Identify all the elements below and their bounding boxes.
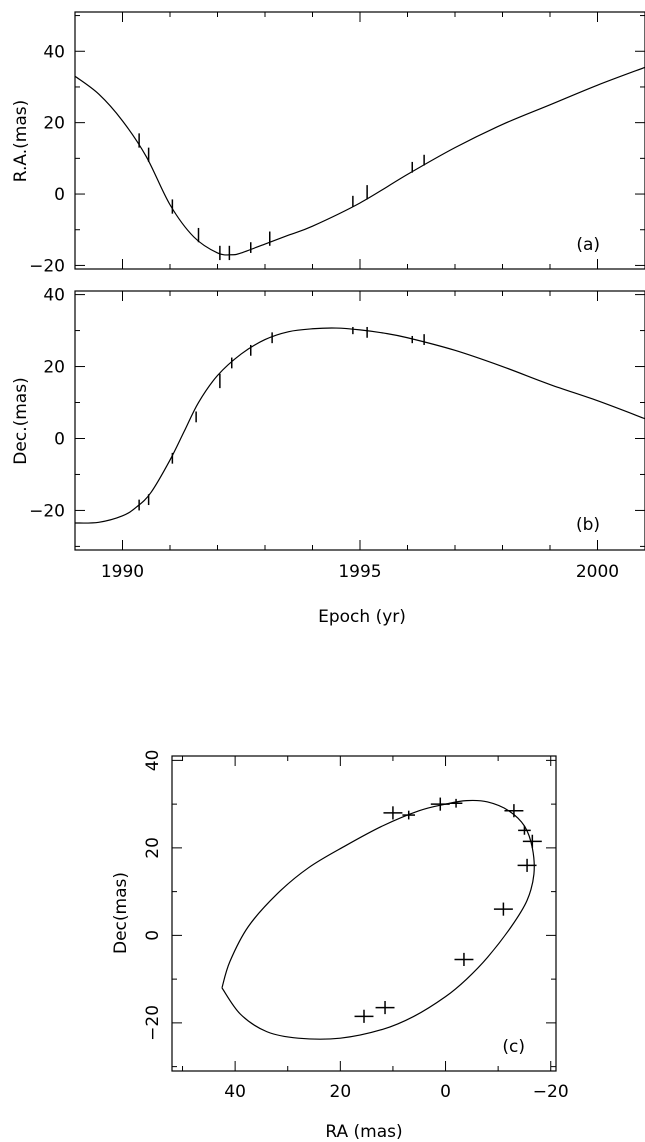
panel-b-y-tick-label: −20 [29,501,65,521]
panel-c-y-tick-label: −20 [143,1005,163,1041]
panel-b-x-tick-label: 1995 [338,562,381,582]
panel-c-frame [171,755,557,1072]
panel-c-x-axis-label: RA (mas) [325,1122,402,1142]
panel-a-data-points [138,133,425,261]
panel-c-data-point [383,806,403,820]
panel-c-x-tick-label: 40 [224,1082,246,1102]
panel-a-ra-vs-epoch: −20 0 20 40 (a) R.A.(mas) [11,11,645,276]
panel-a-y-tick-label: 0 [54,185,65,205]
panel-c-x-tick-label: 0 [440,1082,451,1102]
panel-b-label: (b) [576,515,600,535]
panel-b-x-tick-label: 1990 [101,562,144,582]
panel-a-model-curve [75,66,645,256]
panel-c-data-point [375,1001,395,1015]
panel-a-y-axis-label: R.A.(mas) [11,100,31,182]
panel-b-x-axis-label: Epoch (yr) [318,607,406,627]
panel-c-data-point [493,902,513,916]
panel-b-y-tick-label: 0 [54,429,65,449]
panel-c-x-ticks: 40 20 0 −20 [182,756,569,1102]
panel-b-model-line [75,327,645,524]
panel-c-data-point [402,810,416,820]
panel-c-data-point [454,952,474,966]
panel-a-frame [74,11,645,270]
panel-c-orbit-ellipse [221,799,535,1040]
panel-c-y-ticks: −20 0 20 40 [143,750,556,1068]
panel-c-y-tick-label: 0 [143,930,163,941]
panel-c-label: (c) [502,1037,525,1057]
panel-a-y-ticks: −20 0 20 40 [29,15,645,276]
panel-b-model-curve [75,327,645,524]
panel-c-data-point [449,798,463,808]
panel-c-data-points [354,797,542,1023]
panel-c-model-line [221,799,535,1040]
panel-a-y-tick-label: 40 [43,42,65,62]
panel-c-data-point [504,804,524,818]
panel-b-y-ticks: −20 0 20 40 [29,286,645,547]
panel-c-data-point [517,858,537,872]
panel-b-data-points [138,326,425,511]
panel-c-x-tick-label: 20 [330,1082,352,1102]
panel-c-ra-vs-dec-orbit: 40 20 0 −20 −20 0 20 40 (c) Dec(mas) RA (mas) [111,750,569,1142]
panel-c-y-tick-label: 40 [143,750,163,772]
panel-c-y-axis-label: Dec(mas) [111,872,131,954]
panel-b-x-tick-label: 2000 [576,562,619,582]
panel-c-data-point [522,834,542,848]
panel-b-y-tick-label: 20 [43,358,65,378]
panel-b-dec-vs-epoch: 1990 1995 2000 −20 0 20 40 (b) Dec.(mas) Epoc… [11,286,645,627]
panel-a-y-tick-label: 20 [43,114,65,134]
panel-c-data-point [354,1009,374,1023]
panel-a-y-tick-label: −20 [29,256,65,276]
panel-b-y-tick-label: 40 [43,286,65,306]
panel-c-data-point [518,826,531,835]
panel-c-data-point [430,797,450,811]
panel-c-y-tick-label: 20 [143,837,163,859]
panel-a-x-ticks [74,12,645,269]
panel-a-model-line [75,66,645,256]
panel-a-label: (a) [576,235,600,255]
panel-c-x-tick-label: −20 [533,1082,569,1102]
panel-b-x-ticks: 1990 1995 2000 [74,291,645,582]
panel-b-y-axis-label: Dec.(mas) [11,377,31,464]
